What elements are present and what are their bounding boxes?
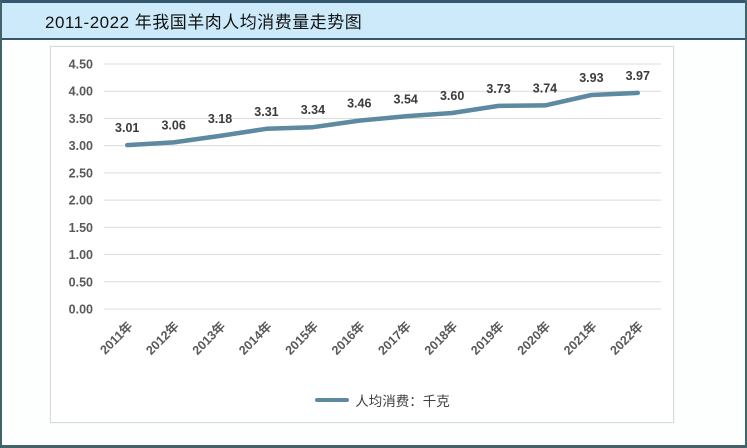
chart-panel: 0.00 0.50 1.00 1.50 2.00 2.50 3.00 3.50 4.00 4.50… [50, 46, 674, 423]
data-point-label: 3.34 [301, 103, 325, 117]
data-point-label: 3.97 [626, 69, 650, 83]
data-point-label: 3.31 [254, 105, 278, 119]
x-axis-tick-label: 2011年 [97, 318, 136, 357]
y-axis-tick-label: 2.00 [69, 194, 93, 208]
x-axis-tick-label: 2019年 [468, 318, 507, 357]
chart-title-bar: 2011-2022 年我国羊肉人均消费量走势图 [2, 0, 745, 40]
y-axis-tick-label: 4.50 [69, 58, 93, 72]
data-point-label: 3.18 [208, 112, 232, 126]
x-axis-tick-label: 2015年 [282, 318, 321, 357]
x-axis-tick-label: 2021年 [560, 318, 599, 357]
data-point-label: 3.74 [533, 81, 557, 95]
data-point-label: 3.60 [440, 89, 464, 103]
data-point-label: 3.93 [579, 71, 603, 85]
y-axis-tick-label: 3.50 [69, 112, 93, 126]
data-point-label: 3.06 [161, 118, 185, 132]
x-axis-tick-label: 2017年 [375, 318, 414, 357]
x-axis-tick-label: 2020年 [514, 318, 553, 357]
y-axis-tick-label: 1.50 [69, 221, 93, 235]
legend-label: 人均消费：千克 [355, 394, 450, 409]
data-point-label: 3.46 [347, 97, 371, 111]
plot-area: 0.00 0.50 1.00 1.50 2.00 2.50 3.00 3.50 4.00 4.50… [51, 47, 673, 422]
y-axis-tick-label: 0.00 [69, 303, 93, 317]
chart-title: 2011-2022 年我国羊肉人均消费量走势图 [45, 13, 363, 32]
y-axis-tick-label: 3.00 [69, 139, 93, 153]
x-axis-tick-label: 2013年 [189, 318, 228, 357]
chart-svg: 0.00 0.50 1.00 1.50 2.00 2.50 3.00 3.50 4.00 4.50… [69, 58, 661, 358]
legend-line-marker [315, 398, 350, 402]
y-axis-tick-label: 2.50 [69, 166, 93, 180]
y-axis-tick-label: 0.50 [69, 275, 93, 289]
data-point-label: 3.73 [486, 82, 510, 96]
y-axis-tick-label: 1.00 [69, 248, 93, 262]
legend: 人均消费：千克 [104, 390, 661, 410]
data-point-label: 3.54 [394, 92, 418, 106]
x-axis-tick-label: 2022年 [607, 318, 646, 357]
x-axis-tick-label: 2014年 [235, 318, 274, 357]
x-axis-tick-label: 2018年 [421, 318, 460, 357]
x-axis-tick-label: 2012年 [143, 318, 182, 357]
y-axis-tick-label: 4.00 [69, 85, 93, 99]
x-axis-tick-label: 2016年 [328, 318, 367, 357]
data-point-label: 3.01 [115, 121, 139, 135]
series-line [124, 90, 641, 148]
